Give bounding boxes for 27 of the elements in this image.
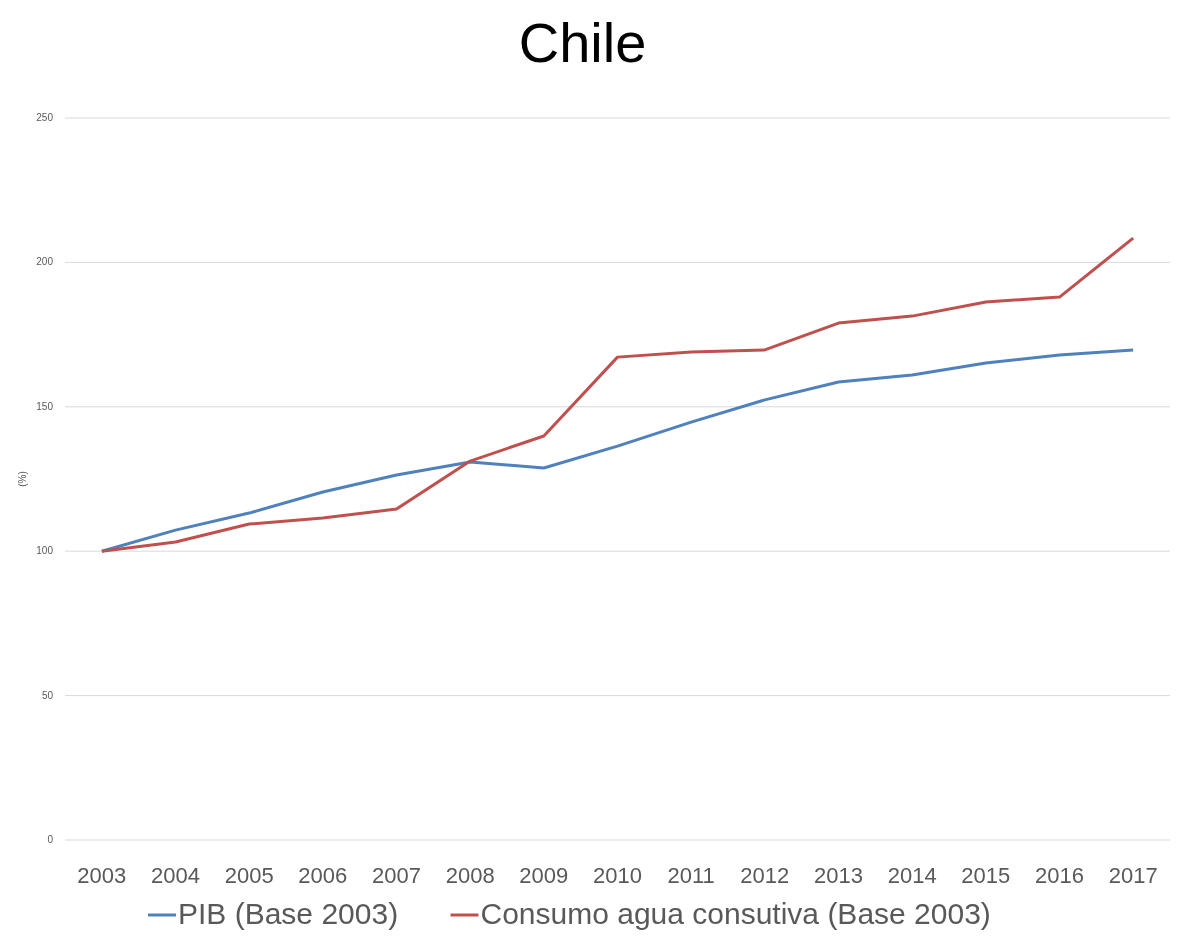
y-tick-label: 100 bbox=[36, 545, 54, 557]
x-tick-label: 2016 bbox=[1035, 863, 1084, 888]
x-tick-label: 2004 bbox=[151, 863, 200, 888]
x-tick-label: 2014 bbox=[887, 863, 937, 888]
x-tick-label: 2009 bbox=[519, 863, 569, 888]
x-tick-label: 2007 bbox=[372, 863, 421, 888]
x-tick-label: 2005 bbox=[224, 863, 274, 888]
y-tick-label: 150 bbox=[36, 400, 54, 412]
x-tick-label: 2013 bbox=[814, 863, 863, 888]
x-tick-label: 2015 bbox=[961, 863, 1011, 888]
y-axis-title: (%) bbox=[17, 471, 28, 487]
chart-title: Chile bbox=[518, 11, 647, 74]
x-tick-label: 2017 bbox=[1108, 863, 1158, 888]
y-tick-label: 250 bbox=[36, 112, 54, 123]
x-tick-label: 2003 bbox=[77, 863, 127, 888]
x-tick-label: 2006 bbox=[298, 863, 348, 888]
x-tick-label: 2010 bbox=[593, 863, 642, 888]
y-tick-label: 50 bbox=[41, 689, 54, 701]
line-series bbox=[100, 348, 1135, 553]
y-tick-label: 0 bbox=[47, 834, 54, 845]
legend-label: PIB (Base 2003) bbox=[178, 897, 399, 930]
x-tick-label: 2011 bbox=[667, 863, 715, 888]
line-series bbox=[100, 236, 1135, 553]
x-tick-label: 2008 bbox=[445, 863, 495, 888]
x-tick-label: 2012 bbox=[740, 863, 790, 888]
y-tick-label: 200 bbox=[36, 256, 54, 268]
legend-label: Consumo agua consutiva (Base 2003) bbox=[480, 897, 991, 930]
